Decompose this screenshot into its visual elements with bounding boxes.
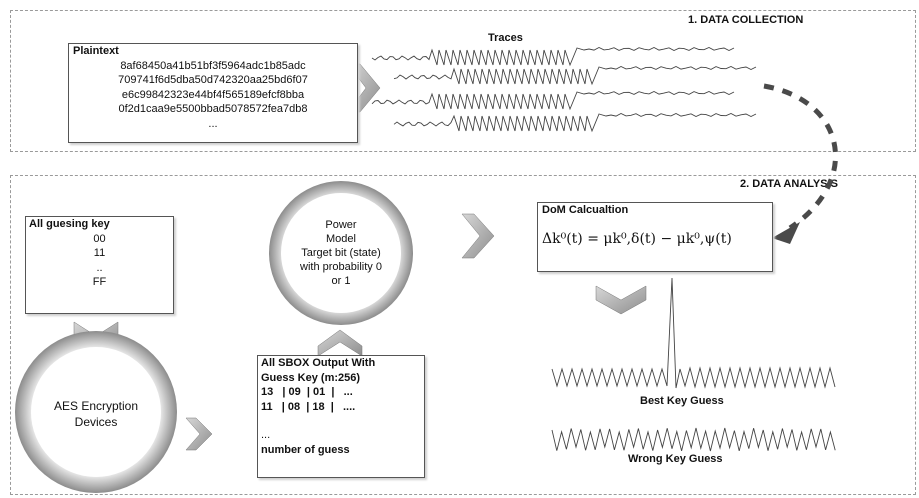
data-collection-title: 1. DATA COLLECTION (688, 14, 804, 26)
curved-dashed-arrow (763, 83, 838, 231)
guess-key-value: .. (96, 261, 103, 274)
power-trace-line (393, 112, 757, 133)
best-key-guess-label: Best Key Guess (640, 395, 724, 407)
plaintext-line: 709741f6d5dba50d742320aa25bd6f07 (118, 74, 308, 86)
sbox-ellipsis: ... (261, 429, 271, 441)
guess-key-box: All guesing key 00 11 .. FF (25, 216, 174, 314)
plaintext-line: 0f2d1caa9e5500bbad5078572fea7db8 (118, 103, 308, 115)
power-trace-line (371, 46, 735, 67)
power-trace-line (393, 65, 757, 86)
best-key-trace (551, 277, 836, 389)
sbox-spacer (261, 414, 421, 428)
dom-calculation-box: DoM Calcualtion Δk⁰(t) = μk⁰,δ(t) − μk⁰,… (537, 202, 773, 272)
wrong-key-guess-label: Wrong Key Guess (628, 453, 723, 465)
sbox-output-box: All SBOX Output With Guess Key (m:256) 1… (257, 355, 425, 478)
sbox-title-line: Guess Key (m:256) (261, 371, 361, 384)
data-analysis-title: 2. DATA ANALYSIS (740, 178, 838, 190)
sbox-row: 11 | 08 | 18 | .... (261, 400, 356, 413)
data-analysis-section (10, 175, 916, 495)
chevron-down-arrow-dom (595, 285, 647, 315)
chevron-right-arrow-aes (185, 417, 213, 451)
power-model-line: with probability 0 (300, 261, 382, 273)
chevron-up-arrow-sbox (317, 329, 363, 357)
plaintext-line: e6c99842323e44bf4f565189efcf8bba (121, 88, 305, 101)
power-trace-line (371, 90, 735, 111)
power-model-line: Power (325, 219, 357, 231)
chevron-right-arrow-plaintext (347, 63, 381, 113)
guess-key-value: 00 (93, 232, 106, 245)
power-model-line: Model (326, 233, 356, 245)
guess-key-title: All guesing key (29, 218, 110, 230)
guess-key-value: 11 (93, 247, 106, 259)
sbox-title-line: All SBOX Output With (261, 357, 376, 369)
power-traces (371, 46, 757, 133)
guess-key-value: FF (92, 276, 107, 288)
aes-device-ring-inner (31, 347, 161, 477)
power-model-ring-inner (281, 193, 401, 313)
traces-label: Traces (488, 32, 523, 44)
power-model-line: or 1 (331, 275, 351, 287)
sbox-footer: number of guess (261, 443, 350, 456)
aes-device-line: AES Encryption (53, 399, 139, 413)
plaintext-line: ... (208, 117, 218, 130)
dom-title: DoM Calcualtion (542, 204, 629, 216)
dom-formula: Δk⁰(t) = μk⁰,δ(t) − μk⁰,ψ(t) (542, 230, 732, 247)
wrong-key-trace (551, 427, 836, 452)
power-model-text: Power Model Target bit (state) with prob… (286, 218, 396, 288)
data-collection-section (10, 10, 916, 152)
plaintext-title: Plaintext (73, 45, 119, 57)
aes-device-text: AES Encryption Devices (46, 398, 146, 430)
plaintext-line: 8af68450a41b51bf3f5964adc1b85adc (120, 59, 306, 72)
power-model-line: Target bit (state) (301, 247, 381, 259)
aes-device-line: Devices (74, 415, 118, 429)
sbox-row: 13 | 09 | 01 | ... (261, 386, 353, 398)
curved-arrow-head (772, 222, 800, 244)
chevron-right-arrow-power-model (461, 213, 495, 259)
plaintext-box: Plaintext 8af68450a41b51bf3f5964adc1b85a… (68, 43, 358, 143)
